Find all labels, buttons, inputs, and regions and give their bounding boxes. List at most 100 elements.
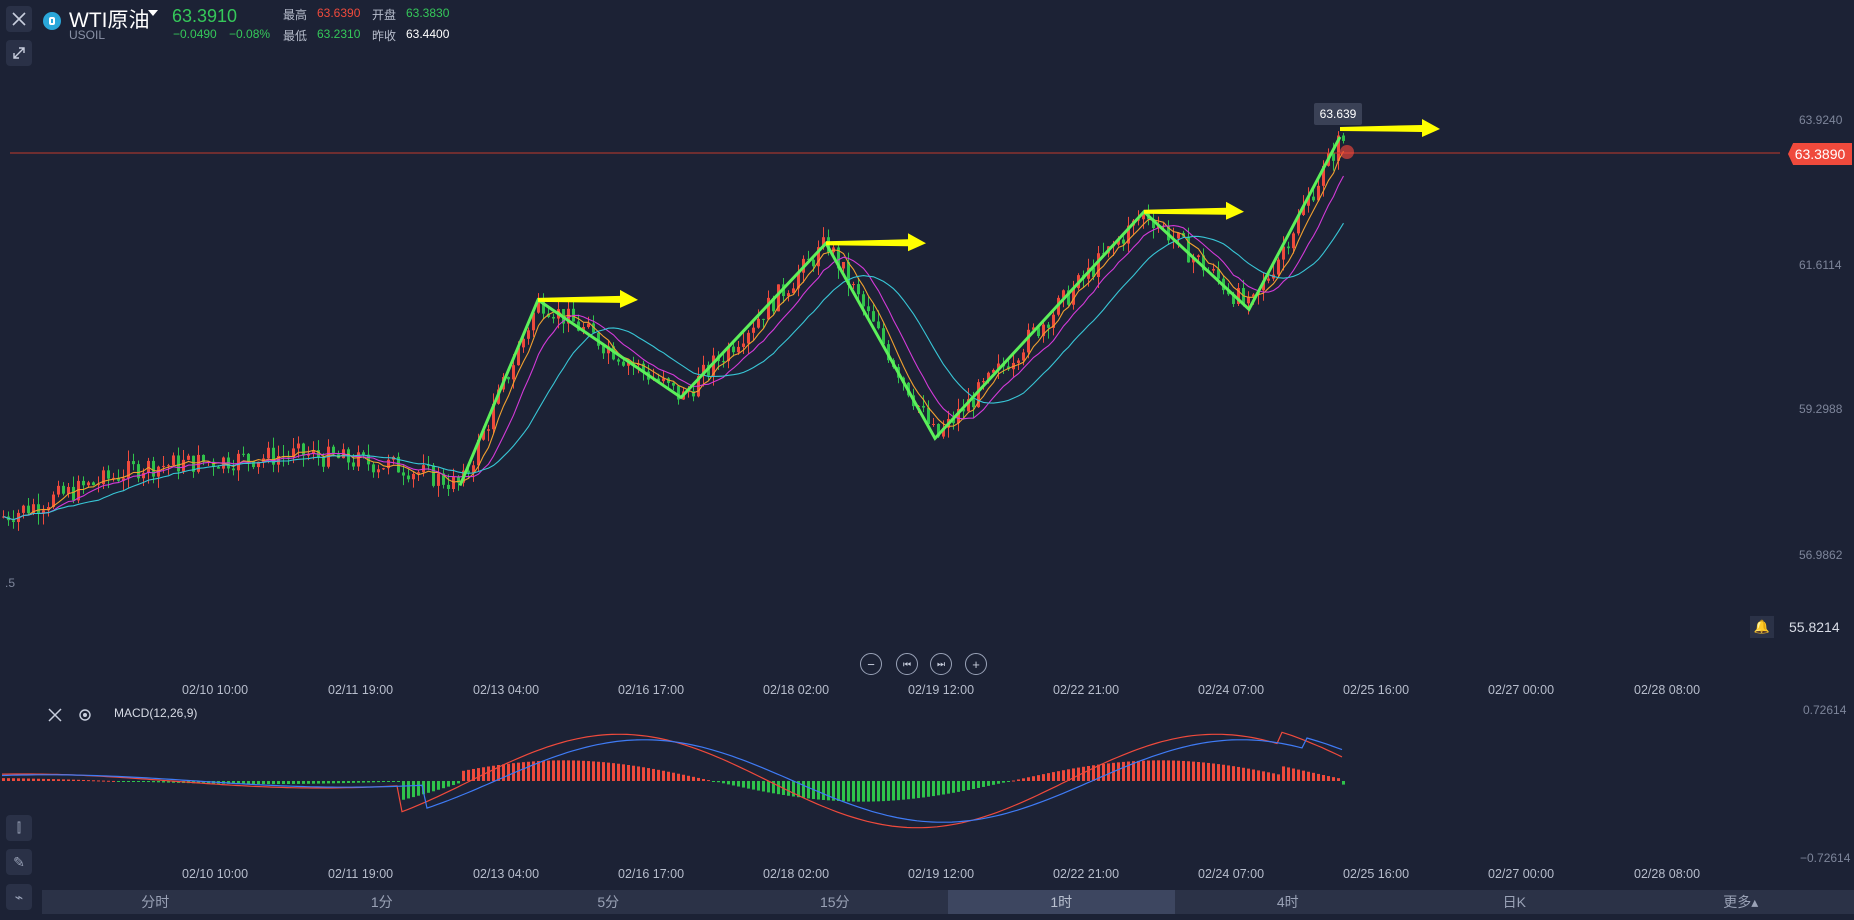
macd-bar xyxy=(202,781,205,784)
macd-bar xyxy=(197,781,200,784)
macd-bar xyxy=(427,781,430,793)
scroll-start-button[interactable]: ⏮ xyxy=(896,653,918,675)
macd-bar xyxy=(1077,767,1080,781)
tab-timeframe[interactable]: 5分 xyxy=(597,894,620,910)
macd-bar xyxy=(452,781,455,786)
close-icon xyxy=(12,12,26,26)
macd-bar xyxy=(82,779,85,781)
tab-timeframe[interactable]: 分时 xyxy=(141,894,170,910)
chevron-down-icon[interactable] xyxy=(148,10,158,16)
tab-timeframe[interactable]: 4时 xyxy=(1276,894,1299,910)
instrument-title[interactable]: WTI原油 xyxy=(69,9,150,32)
time-axis-label: 02/11 19:00 xyxy=(328,683,394,697)
time-axis-label: 02/19 12:00 xyxy=(908,683,975,697)
macd-bar xyxy=(737,781,740,787)
macd-bar xyxy=(277,781,280,785)
trend-arrow xyxy=(1340,118,1440,137)
candle-body xyxy=(112,477,115,479)
macd-bar xyxy=(402,781,405,800)
time-axis-label: 02/24 07:00 xyxy=(1198,867,1265,881)
close-macd-button[interactable] xyxy=(42,702,68,728)
macd-bar xyxy=(47,778,50,781)
draw-button[interactable]: ✎ xyxy=(6,849,32,875)
candle-body xyxy=(42,510,45,514)
time-axis-label: 02/27 00:00 xyxy=(1488,683,1555,697)
macd-bar xyxy=(922,781,925,798)
candle-body xyxy=(1027,329,1030,353)
macd-bar xyxy=(112,780,115,782)
alert-button[interactable]: 🔔 xyxy=(1750,616,1774,638)
macd-settings-button[interactable] xyxy=(72,702,98,728)
price-axis-bottom-label: 55.8214 xyxy=(1789,619,1840,635)
tab-timeframe[interactable]: 15分 xyxy=(819,894,850,910)
candle-body xyxy=(1297,214,1300,234)
indicator-button[interactable]: ⫿ xyxy=(6,815,32,841)
macd-bar xyxy=(1302,770,1305,781)
macd-bar xyxy=(1177,760,1180,781)
macd-bar xyxy=(387,781,390,782)
candle-body xyxy=(1142,212,1145,220)
trend-arrow xyxy=(826,233,926,252)
zoom-out-button[interactable]: − xyxy=(860,653,882,675)
candle-body xyxy=(722,361,725,363)
candlestick-chart[interactable] xyxy=(0,0,1854,700)
close-button[interactable] xyxy=(6,6,32,32)
candle-body xyxy=(757,318,760,328)
candle-body xyxy=(742,343,745,347)
tab-timeframe[interactable]: 1时 xyxy=(948,890,1175,914)
collapse-button[interactable] xyxy=(6,40,32,66)
scroll-end-button[interactable]: ⏭ xyxy=(930,653,952,675)
time-axis-label: 02/18 02:00 xyxy=(763,867,830,881)
macd-bar xyxy=(107,780,110,782)
macd-bar xyxy=(1212,763,1215,781)
macd-bar xyxy=(102,780,105,782)
macd-bar xyxy=(1022,778,1025,781)
candle-body xyxy=(1262,280,1265,291)
candle-body xyxy=(952,419,955,424)
time-axis-label: 02/27 00:00 xyxy=(1488,867,1555,881)
high-price-tooltip: 63.639 xyxy=(1314,103,1362,125)
macd-bar xyxy=(907,781,910,800)
macd-bar xyxy=(42,778,45,781)
candle-body xyxy=(87,482,90,486)
macd-bar xyxy=(12,778,15,781)
low-label: 最低 xyxy=(283,29,308,43)
macd-bar xyxy=(677,773,680,781)
candle-body xyxy=(1052,314,1055,328)
macd-bar xyxy=(1102,763,1105,781)
candle-body xyxy=(1217,269,1220,279)
candle-body xyxy=(727,346,730,362)
candle-body xyxy=(362,452,365,455)
macd-bar xyxy=(1337,778,1340,781)
candle-body xyxy=(1042,324,1045,337)
candle-body xyxy=(57,485,60,495)
macd-bar xyxy=(797,781,800,798)
macd-bar xyxy=(712,781,715,782)
macd-bar xyxy=(77,779,80,781)
macd-bar xyxy=(1017,779,1020,781)
trend-tool-button[interactable]: ⌁ xyxy=(6,884,32,910)
macd-bar xyxy=(367,781,370,783)
candle-body xyxy=(202,454,205,462)
macd-bar xyxy=(1197,761,1200,781)
tab-timeframe[interactable]: 日K xyxy=(1502,894,1526,910)
high-label: 最高 xyxy=(283,8,308,22)
candle-body xyxy=(132,461,135,465)
macd-bar xyxy=(602,762,605,781)
macd-bar xyxy=(1232,766,1235,781)
current-price-dot xyxy=(1340,145,1354,159)
zoom-in-button[interactable]: + xyxy=(965,653,987,675)
macd-bar xyxy=(1222,764,1225,781)
candle-body xyxy=(357,452,360,467)
macd-bar xyxy=(597,761,600,781)
tab-timeframe[interactable]: 1分 xyxy=(370,894,393,910)
tab-timeframe[interactable]: 更多▴ xyxy=(1723,894,1759,910)
macd-bar xyxy=(1152,760,1155,781)
macd-bar xyxy=(912,781,915,799)
macd-bar xyxy=(637,766,640,781)
macd-bar xyxy=(257,781,260,785)
macd-bar xyxy=(542,760,545,781)
candle-body xyxy=(387,459,390,469)
macd-chart[interactable] xyxy=(0,700,1780,870)
candle-body xyxy=(32,504,35,514)
